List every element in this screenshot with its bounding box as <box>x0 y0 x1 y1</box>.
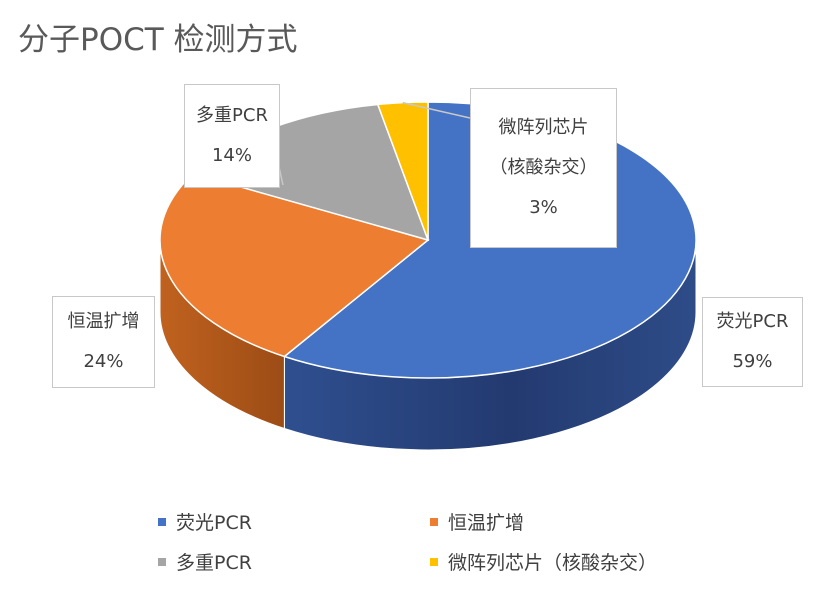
legend-swatch <box>158 517 166 526</box>
pie-slice-1 <box>159 172 430 358</box>
legend-item-isothermal: 恒温扩增 <box>430 508 524 535</box>
label-microarray-value: 3% <box>529 197 558 218</box>
legend-item-fluorescent-pcr: 荧光PCR <box>158 508 252 535</box>
label-multiplex-pcr: 多重PCR 14% <box>184 84 280 188</box>
legend-item-multiplex-pcr: 多重PCR <box>158 548 252 575</box>
label-microarray-sub: （核酸杂交） <box>489 157 598 178</box>
chart-title: 分子POCT 检测方式 <box>18 22 298 58</box>
label-microarray-name: 微阵列芯片 <box>498 117 589 138</box>
legend-label: 荧光PCR <box>176 512 252 534</box>
leader-line-3 <box>402 101 471 119</box>
legend-swatch <box>430 557 438 566</box>
legend-label: 恒温扩增 <box>448 512 525 534</box>
label-fluor-name: 荧光PCR <box>716 311 789 332</box>
label-fluorescent-pcr: 荧光PCR 59% <box>702 297 803 387</box>
label-microarray: 微阵列芯片 （核酸杂交） 3% <box>470 88 617 248</box>
legend-item-microarray: 微阵列芯片（核酸杂交） <box>430 548 657 575</box>
legend-swatch <box>158 557 166 566</box>
legend-swatch <box>430 517 438 526</box>
label-multiplex-value: 14% <box>211 145 252 166</box>
label-isothermal: 恒温扩增 24% <box>52 296 155 388</box>
label-multiplex-name: 多重PCR <box>196 105 268 126</box>
legend-label: 微阵列芯片（核酸杂交） <box>448 552 658 574</box>
label-fluor-value: 59% <box>732 351 773 372</box>
label-isothermal-name: 恒温扩增 <box>67 311 140 332</box>
legend-label: 多重PCR <box>176 552 252 574</box>
label-isothermal-value: 24% <box>83 351 124 372</box>
